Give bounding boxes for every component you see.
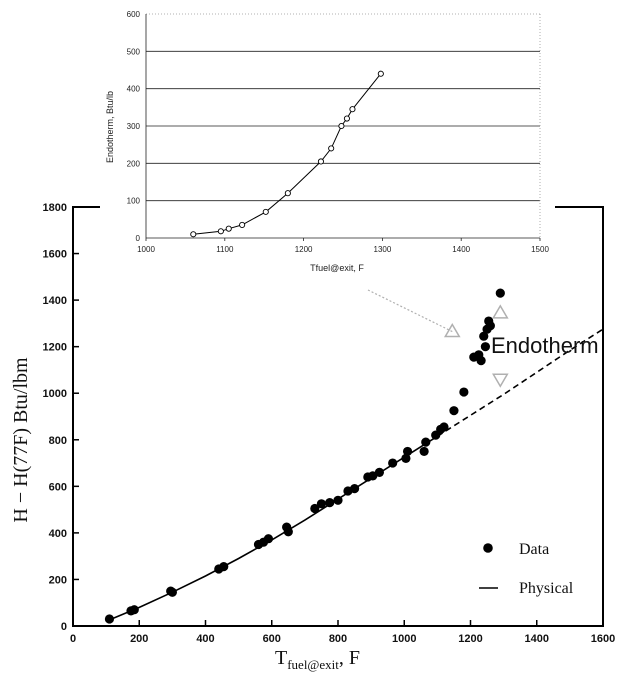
main-x-axis-title: Tfuel@exit, F [275,647,360,672]
inset-data-point [343,115,350,122]
data-point [374,467,385,477]
data-point [421,437,431,447]
inset-x-tick-label: 1000 [137,245,155,254]
data-point [129,605,139,615]
inset-x-tick-label: 1500 [531,245,549,254]
data-point [316,499,327,509]
legend: Data Physical [479,541,574,597]
main-y-tick-label: 800 [49,435,67,447]
endotherm-annotation: Endotherm [367,289,599,388]
inset-y-tick-label: 600 [127,10,141,19]
endotherm-down-marker [492,373,509,388]
legend-physical-label: Physical [519,580,574,597]
data-point [401,453,411,463]
inset-y-axis-title: Endotherm, Btu/lb [105,91,115,163]
main-y-ticks: 0 200 400 600 800 1000 1200 1400 1600 1800 [43,202,79,633]
inset-y-tick-label: 0 [136,234,141,243]
inset-y-tick-label: 400 [127,85,141,94]
data-point [495,288,505,298]
main-y-tick-label: 1800 [43,202,67,214]
inset-data-point [284,190,291,197]
data-point [476,356,486,366]
legend-data-marker [483,543,493,553]
data-point [480,342,491,352]
inset-background [100,0,555,278]
data-point [479,331,489,341]
data-point [219,562,229,572]
main-y-tick-label: 600 [49,481,67,493]
inset-data-point [225,225,232,232]
inset-chart: 0 100 200 300 400 500 600 1000 1100 1200 1300 1400… [100,0,555,278]
inset-data-point [239,221,246,228]
main-y-tick-label: 200 [49,574,67,586]
main-y-tick-label: 1400 [43,295,67,307]
inset-endotherm-points [190,70,384,238]
data-point [310,503,320,514]
endotherm-label: Endotherm [491,333,599,358]
main-x-tick-label: 1400 [525,633,549,645]
data-point [325,498,335,508]
data-point [402,446,413,457]
main-x-axis-title-suffix: , F [339,647,360,669]
data-point [263,534,274,544]
main-x-tick-label: 1000 [392,633,416,645]
main-y-tick-label: 400 [49,528,67,540]
data-point [419,446,429,457]
inset-data-point [217,228,224,235]
main-y-tick-label: 1000 [43,388,67,400]
inset-gridlines [145,13,541,239]
inset-data-point [377,70,384,77]
main-x-tick-label: 600 [263,633,281,645]
main-x-axis-title-base: T [275,647,287,669]
main-x-tick-label: 400 [196,633,214,645]
data-point [485,321,495,331]
inset-x-tick-label: 1300 [374,245,392,254]
inset-data-point [328,145,335,152]
inset-y-tick-label: 300 [127,122,141,131]
inset-data-point [317,158,324,165]
inset-y-tick-label: 500 [127,47,141,56]
data-points [104,288,505,624]
inset-y-tick-label: 100 [127,197,141,206]
endotherm-arrow-head [443,323,461,338]
main-y-tick-label: 1600 [43,249,67,261]
main-x-tick-label: 1200 [458,633,482,645]
main-x-tick-label: 1600 [591,633,615,645]
data-point [349,484,360,494]
main-y-axis-title: H − H(77F) Btu/lbm [10,357,32,523]
inset-data-point [190,231,197,238]
inset-data-point [262,208,269,215]
main-x-ticks: 0 200 400 600 800 1000 1200 1400 1600 [70,620,615,645]
main-y-tick-label: 0 [61,621,67,633]
data-point [167,587,177,597]
inset-x-tick-label: 1100 [216,245,234,254]
main-x-tick-label: 200 [130,633,148,645]
inset-x-tick-label: 1400 [452,245,470,254]
physical-line-extension [436,328,604,437]
main-y-tick-label: 1200 [43,342,67,354]
inset-y-ticks: 0 100 200 300 400 500 600 [127,10,141,243]
endotherm-arrow-line [367,289,453,333]
data-point [104,614,115,624]
inset-x-ticks: 1000 1100 1200 1300 1400 1500 [137,238,549,254]
main-x-tick-label: 0 [70,633,76,645]
data-point [283,527,293,537]
physical-line [105,435,438,623]
inset-data-point [349,106,356,113]
data-point [388,458,398,468]
data-point [439,422,449,432]
inset-data-point [338,122,345,130]
main-x-axis-title-subscript: fuel@exit [287,657,339,672]
legend-data-label: Data [519,541,549,558]
endotherm-up-marker [492,304,509,319]
inset-x-axis-title: Tfuel@exit, F [310,263,364,273]
main-chart: 0 200 400 600 800 1000 1200 1400 1600 1800 0 200 40… [10,202,615,672]
main-x-tick-label: 800 [329,633,347,645]
inset-y-tick-label: 200 [127,159,141,168]
inset-x-tick-label: 1200 [295,245,313,254]
data-point [333,495,343,505]
data-point [449,406,459,416]
data-point [459,387,469,397]
